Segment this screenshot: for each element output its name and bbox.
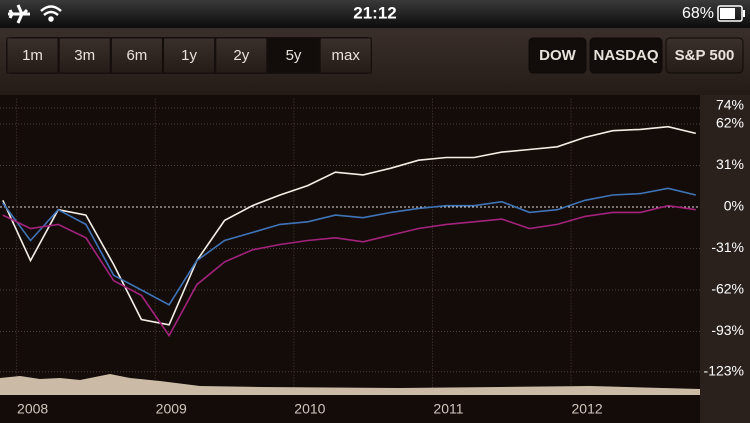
x-tick-label: 2010 (294, 401, 325, 417)
button-bg (215, 37, 268, 74)
range-button[interactable]: 3m (58, 37, 111, 74)
range-button[interactable]: 6m (110, 37, 163, 74)
button-label: 3m (74, 47, 95, 64)
y-tick-label: -123% (704, 362, 744, 378)
series-line (2, 125, 696, 326)
button-bg (163, 37, 216, 74)
x-tick-label: 2008 (17, 401, 48, 417)
button-bg (6, 37, 59, 74)
button-label: DOW (539, 47, 577, 64)
axis-panel (700, 95, 750, 423)
y-tick-label: -93% (711, 322, 744, 338)
battery-icon (717, 5, 745, 22)
x-tick-label: 2012 (572, 401, 603, 417)
button-label: NASDAQ (593, 47, 658, 64)
series-line (2, 204, 696, 338)
button-label: 1y (181, 47, 197, 64)
y-tick-label: -62% (711, 281, 744, 297)
y-tick-label: 0% (724, 198, 744, 214)
airplane-icon (8, 4, 30, 24)
button-label: S&P 500 (675, 47, 735, 64)
series-line (2, 187, 696, 306)
x-tick-label: 2009 (156, 401, 187, 417)
button-bg (58, 37, 111, 74)
range-button[interactable]: 1m (6, 37, 59, 74)
index-button[interactable]: NASDAQ (589, 37, 663, 74)
button-bg (665, 37, 744, 74)
button-bg (589, 37, 663, 74)
y-tick-label: 62% (716, 115, 744, 131)
battery-percent: 68% (682, 5, 714, 22)
index-button[interactable]: DOW (528, 37, 587, 74)
index-button[interactable]: S&P 500 (665, 37, 744, 74)
volume-bars (0, 374, 700, 395)
button-label: 2y (233, 47, 249, 64)
x-tick-label: 2011 (433, 401, 463, 417)
button-label: 6m (126, 47, 147, 64)
button-label: 1m (22, 47, 43, 64)
x-axis-band (0, 395, 700, 423)
range-button[interactable]: 1y (163, 37, 216, 74)
clock: 21:12 (353, 3, 396, 22)
button-bg (267, 37, 320, 74)
button-label: 5y (286, 47, 302, 64)
chart-area (0, 95, 750, 423)
y-tick-label: 74% (716, 97, 744, 113)
y-tick-label: -31% (711, 239, 744, 255)
range-button[interactable]: 2y (215, 37, 268, 74)
range-button[interactable]: max (319, 37, 372, 74)
range-button[interactable]: 5y (267, 37, 320, 74)
button-bg (319, 37, 372, 74)
wifi-icon (40, 5, 62, 22)
button-bg (528, 37, 587, 74)
y-tick-label: 31% (716, 156, 744, 172)
button-bg (110, 37, 163, 74)
status-bar (0, 0, 750, 28)
button-label: max (332, 47, 361, 64)
